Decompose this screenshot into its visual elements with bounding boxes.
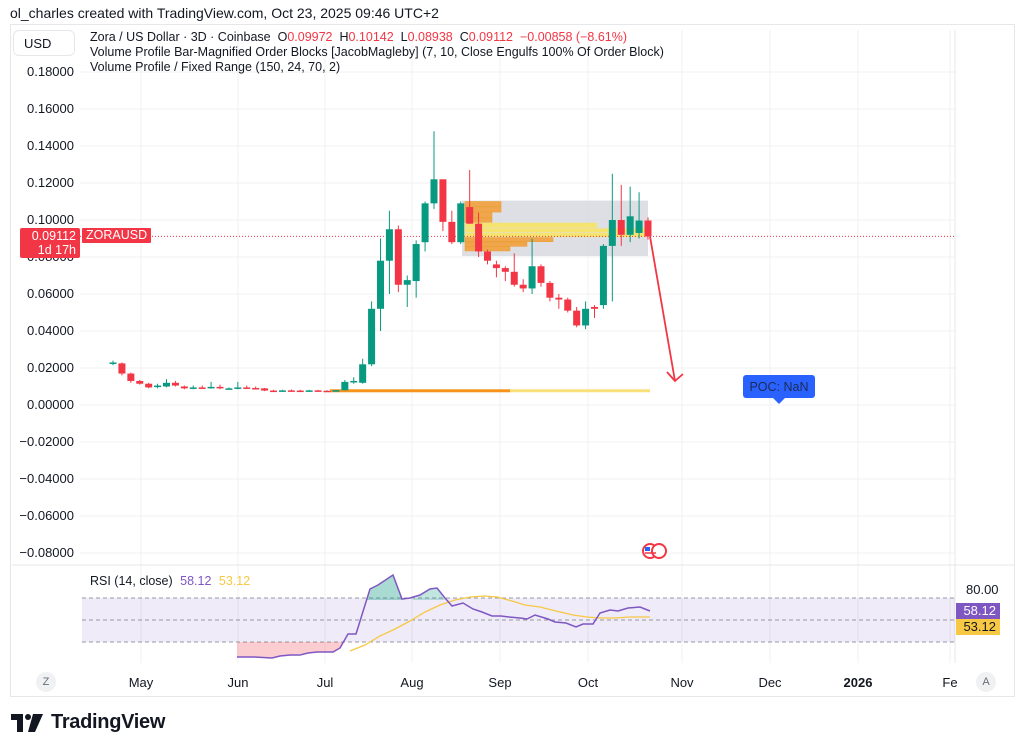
high-value: 0.10142 — [348, 30, 394, 44]
tradingview-logo-icon — [11, 713, 43, 732]
price-axis-label: −0.04000 — [19, 471, 74, 486]
price-axis-label: 0.10000 — [27, 212, 74, 227]
change-value: −0.00858 (−8.61%) — [519, 30, 627, 44]
chart-frame — [10, 24, 1015, 697]
attribution-text: ol_charles created with TradingView.com,… — [10, 5, 439, 21]
rsi-value-tag: 58.12 — [956, 603, 1000, 619]
close-value: 0.09112 — [468, 30, 514, 44]
rsi-ma-value-tag: 53.12 — [956, 619, 1000, 635]
price-axis-label: 0.02000 — [27, 360, 74, 375]
price-axis-label: 0.16000 — [27, 101, 74, 116]
price-axis-label: 0.14000 — [27, 138, 74, 153]
time-axis-label: Oct — [577, 675, 599, 690]
time-axis-label: Nov — [670, 675, 694, 690]
rsi-scale-label: 80.00 — [966, 582, 999, 597]
chart-legend: Zora / US Dollar · 3D · Coinbase O0.0997… — [90, 30, 664, 75]
tradingview-logo[interactable]: TradingView — [11, 711, 165, 734]
price-axis-label: 0.00000 — [27, 397, 74, 412]
indicator-legend-volume-profile[interactable]: Volume Profile / Fixed Range (150, 24, 7… — [90, 60, 341, 74]
time-axis-label: May — [128, 675, 154, 690]
rsi-ma-value: 53.12 — [218, 574, 251, 588]
price-axis-label: 0.18000 — [27, 64, 74, 79]
symbol-legend-row[interactable]: Zora / US Dollar · 3D · Coinbase O0.0997… — [90, 30, 627, 44]
price-axis-label: −0.08000 — [19, 545, 74, 560]
auto-scale-button[interactable]: A — [976, 672, 996, 692]
rsi-legend[interactable]: RSI (14, close) 58.12 53.12 — [90, 574, 251, 588]
price-axis-label: 0.04000 — [27, 323, 74, 338]
bar-countdown: 1d 17h — [37, 243, 76, 257]
rsi-value: 58.12 — [180, 574, 212, 588]
poc-label: POC: NaN — [743, 375, 815, 404]
time-axis-label: Sep — [488, 675, 512, 690]
last-price-tag: 0.09112 1d 17h — [20, 228, 80, 258]
low-value: 0.08938 — [407, 30, 453, 44]
price-axis-label: 0.12000 — [27, 175, 74, 190]
time-axis-label: 2026 — [843, 675, 873, 690]
timezone-button[interactable]: Z — [36, 672, 56, 692]
time-axis-label: Jul — [316, 675, 334, 690]
price-axis-label: −0.02000 — [19, 434, 74, 449]
time-axis-label: Fe — [942, 675, 958, 690]
symbol-price-label: ZORAUSD — [82, 228, 152, 243]
indicator-legend-order-blocks[interactable]: Volume Profile Bar-Magnified Order Block… — [90, 45, 664, 59]
time-axis-label: Jun — [227, 675, 249, 690]
time-axis-label: Aug — [400, 675, 424, 690]
time-axis-label: Dec — [758, 675, 782, 690]
open-value: 0.09972 — [287, 30, 333, 44]
symbol-title: Zora / US Dollar · 3D · Coinbase — [90, 30, 271, 44]
currency-button[interactable]: USD — [13, 30, 75, 56]
price-axis-label: −0.06000 — [19, 508, 74, 523]
price-axis-label: 0.06000 — [27, 286, 74, 301]
